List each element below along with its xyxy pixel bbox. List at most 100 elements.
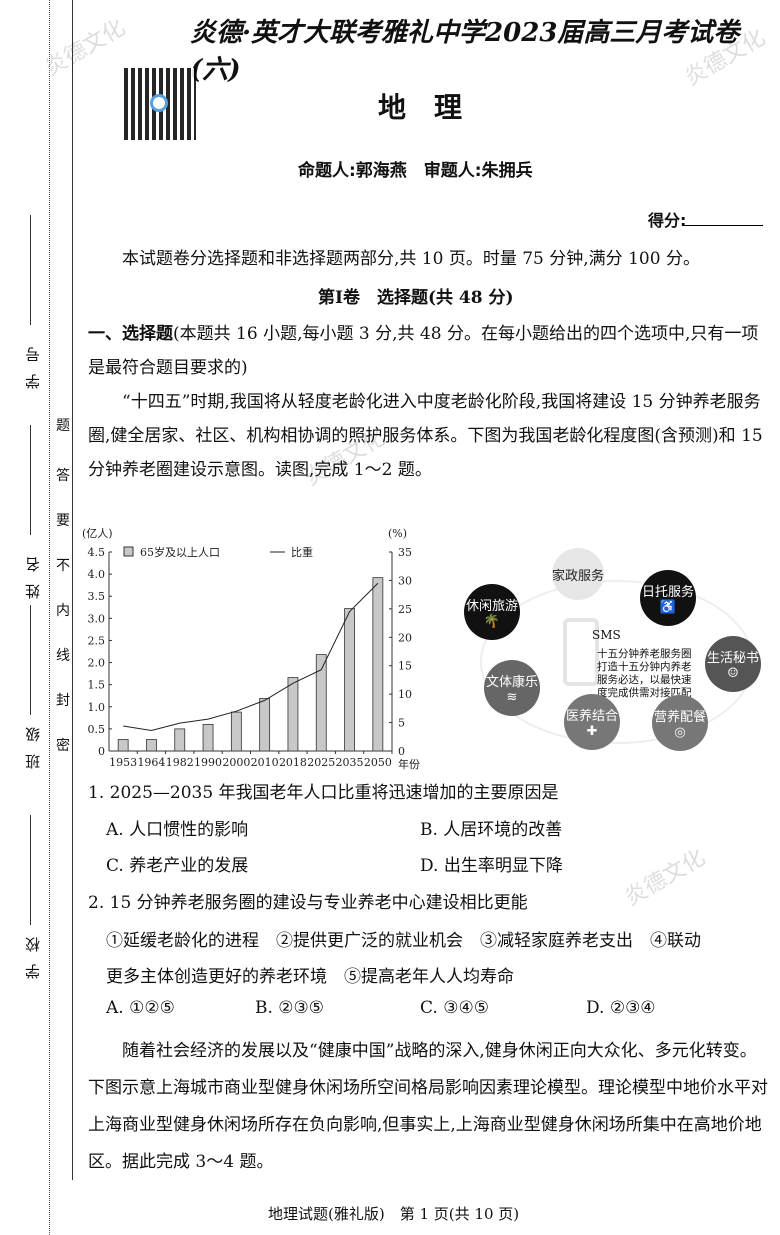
x-tick-label: 2025 [307,756,335,769]
center-text-line: 十五分钟养老服务圈 [597,648,692,660]
swimmer-icon: ≋ [506,690,518,705]
palm-tree-icon: 🌴 [483,614,501,629]
class-blank[interactable] [30,605,31,715]
left-tick-label: 1.5 [88,679,106,692]
authors: 命题人:郭海燕 审题人:朱拥兵 [298,161,533,181]
phone-icon [563,618,599,686]
node-label: 日托服务 [641,585,694,600]
x-tick-label: 1990 [194,756,222,769]
school-label: 学校 [24,925,42,979]
center-text-line: 打造十五分钟内养老 [597,661,692,673]
right-tick-label: 5 [398,717,405,730]
population-bar [372,577,384,752]
node-nutrition: 营养配餐 ◎ [652,695,708,751]
legend-bar-swatch [123,546,134,557]
left-tick-label: 0 [98,745,105,758]
node-label: 休闲旅游 [465,599,518,614]
left-tick-label: 2.5 [88,634,106,647]
x-tick-label: 1953 [109,756,137,769]
seal-char: 线 [56,648,70,664]
score-label: 得分: [648,211,687,230]
population-bar [230,711,242,752]
x-tick-label: 2050 [364,756,392,769]
q1-option-a[interactable]: A. 人口惯性的影响 [106,820,249,840]
exam-title: 炎德·英才大联考雅礼中学2023届高三月考试卷(六) [190,18,740,85]
legend-line-label: 比重 [291,545,313,559]
school-blank[interactable] [30,815,31,925]
seal-char: 题 [56,418,70,434]
qr-code[interactable] [124,68,196,140]
part1-heading: 一、选择题 [88,324,173,344]
score-field[interactable] [683,225,763,226]
x-tick-label: 2018 [279,756,307,769]
population-bar [202,724,214,752]
aging-chart: 00.51.01.52.02.53.03.54.04.5051015202530… [82,527,420,771]
q1-option-c[interactable]: C. 养老产业的发展 [106,856,249,876]
node-label: 生活秘书 [706,651,759,666]
seal-char: 封 [56,693,70,709]
student-id-blank[interactable] [30,215,31,325]
legend-bar-label: 65岁及以上人口 [140,545,220,559]
sms-label: SMS [592,628,621,642]
left-tick-label: 4.5 [88,546,106,559]
x-tick-label: 2010 [251,756,279,769]
seal-char: 内 [56,603,70,619]
left-tick-label: 1.0 [88,701,106,714]
section-title: 第Ⅰ卷 选择题(共 48 分) [318,288,514,308]
plate-icon: ◎ [674,725,686,740]
face-icon: ☺ [727,666,739,681]
q2-items-line2: 更多主体创造更好的养老环境 ⑤提高老年人人均寿命 [106,967,514,987]
q2-stem: 2. 15 分钟养老服务圈的建设与专业养老中心建设相比更能 [88,893,528,913]
node-housekeeping: 家政服务 [552,548,604,600]
q2-option-a[interactable]: A. ①②⑤ [106,998,175,1018]
population-bar [117,739,129,752]
q2-option-d[interactable]: D. ②③④ [586,998,656,1018]
service-circle-diagram: SMS 十五分钟养老服务圈 打造十五分钟内养老 服务必达，以最快速 度完成供需对… [440,530,780,770]
left-tick-label: 3.0 [88,612,106,625]
class-label: 班级 [24,715,42,769]
right-tick-label: 10 [398,688,412,701]
population-bar [174,728,186,752]
node-label: 家政服务 [552,568,605,584]
right-tick-label: 35 [398,546,412,559]
q1-option-d[interactable]: D. 出生率明显下降 [420,856,563,876]
left-tick-label: 2.0 [88,657,106,670]
right-axis-unit: (%) [388,527,407,540]
node-leisure-travel: 休闲旅游 🌴 [464,584,520,640]
part1-instructions: 一、选择题(本题共 16 小题,每小题 3 分,共 48 分。在每小题给出的四个… [88,317,768,385]
name-blank[interactable] [30,425,31,535]
right-tick-label: 15 [398,660,412,673]
passage-1: “十四五”时期,我国将从轻度老龄化进入中度老龄化阶段,我国将建设 15 分钟养老… [88,392,763,480]
q2-option-b[interactable]: B. ②③⑤ [255,998,325,1018]
seal-char: 不 [56,558,70,574]
part1-text: (本题共 16 小题,每小题 3 分,共 48 分。在每小题给出的四个选项中,只… [88,324,759,378]
fold-line [49,0,50,1235]
intro-text: 本试题卷分选择题和非选择题两部分,共 10 页。时量 75 分钟,满分 100 … [122,249,700,269]
node-life-secretary: 生活秘书 ☺ [705,636,761,692]
student-id-label: 学号 [24,335,42,389]
center-text: 十五分钟养老服务圈 打造十五分钟内养老 服务必达，以最快速 度完成供需对接匹配 [597,648,692,700]
x-axis-label: 年份 [398,757,420,771]
population-bar [287,677,299,752]
left-tick-label: 3.5 [88,590,106,603]
wheelchair-icon: ♿ [659,600,677,615]
population-bar [146,739,157,752]
population-bar [344,608,355,752]
watermark: 炎德文化 [40,15,130,81]
x-tick-label: 2000 [222,756,250,769]
passage-2: 随着社会经济的发展以及“健康中国”战略的深入,健身休闲正向大众化、多元化转变。下… [88,1041,768,1172]
x-tick-label: 1982 [166,756,194,769]
node-label: 医养结合 [565,709,618,724]
ratio-line [123,582,379,732]
node-day-care: 日托服务 ♿ [640,570,696,626]
margin-line [72,0,73,1180]
q2-option-c[interactable]: C. ③④⑤ [420,998,489,1018]
seal-char: 要 [56,513,70,529]
population-bar [315,654,327,752]
x-tick-label: 2035 [336,756,364,769]
node-sports: 文体康乐 ≋ [484,660,540,716]
right-tick-label: 25 [398,603,412,616]
q1-option-b[interactable]: B. 人居环境的改善 [420,820,563,840]
seal-char: 答 [56,468,70,484]
